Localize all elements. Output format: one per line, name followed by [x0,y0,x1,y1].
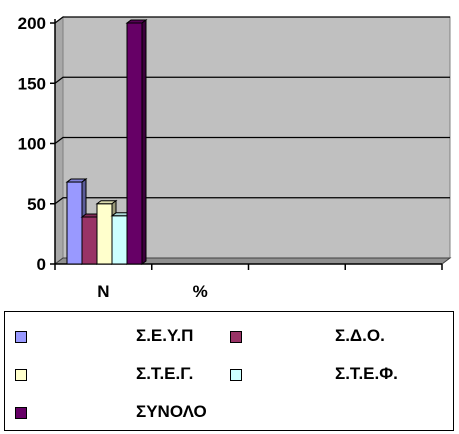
x-axis: N% [54,263,443,300]
gridline [54,76,450,84]
gridline [54,197,450,205]
legend-swatch [15,369,27,381]
y-tick-label: 0 [37,255,46,274]
legend-label: Σ.Τ.Ε.Γ. [136,364,194,383]
y-tick-label: 200 [18,14,46,33]
gridline [54,16,450,24]
y-tick-label: 150 [18,74,46,93]
x-tick-label: % [193,282,208,300]
gridlines [54,16,450,205]
y-tick-label: 50 [27,195,46,214]
gridline [54,136,450,144]
legend-label: Σ.Ε.Υ.Π [136,326,194,345]
legend-swatch [15,331,27,343]
legend: Σ.Ε.Υ.Π Σ.Δ.Ο. Σ.Τ.Ε.Γ. Σ.Τ.Ε.Φ. ΣΥΝΟΛΟ [4,311,454,431]
legend-swatch [230,369,242,381]
legend-swatch [230,331,242,343]
x-tick-label: N [97,282,109,300]
y-tick-label: 100 [18,135,46,154]
legend-label: ΣΥΝΟΛΟ [136,402,207,421]
legend-label: Σ.Τ.Ε.Φ. [335,364,398,383]
bars [65,19,148,265]
legend-swatch [15,407,27,419]
bar-4-0 [125,19,148,265]
bar-chart: 0 50 100 150 200 N% [18,14,452,300]
legend-label: Σ.Δ.Ο. [335,326,385,345]
y-axis: 0 50 100 150 200 [18,14,56,274]
